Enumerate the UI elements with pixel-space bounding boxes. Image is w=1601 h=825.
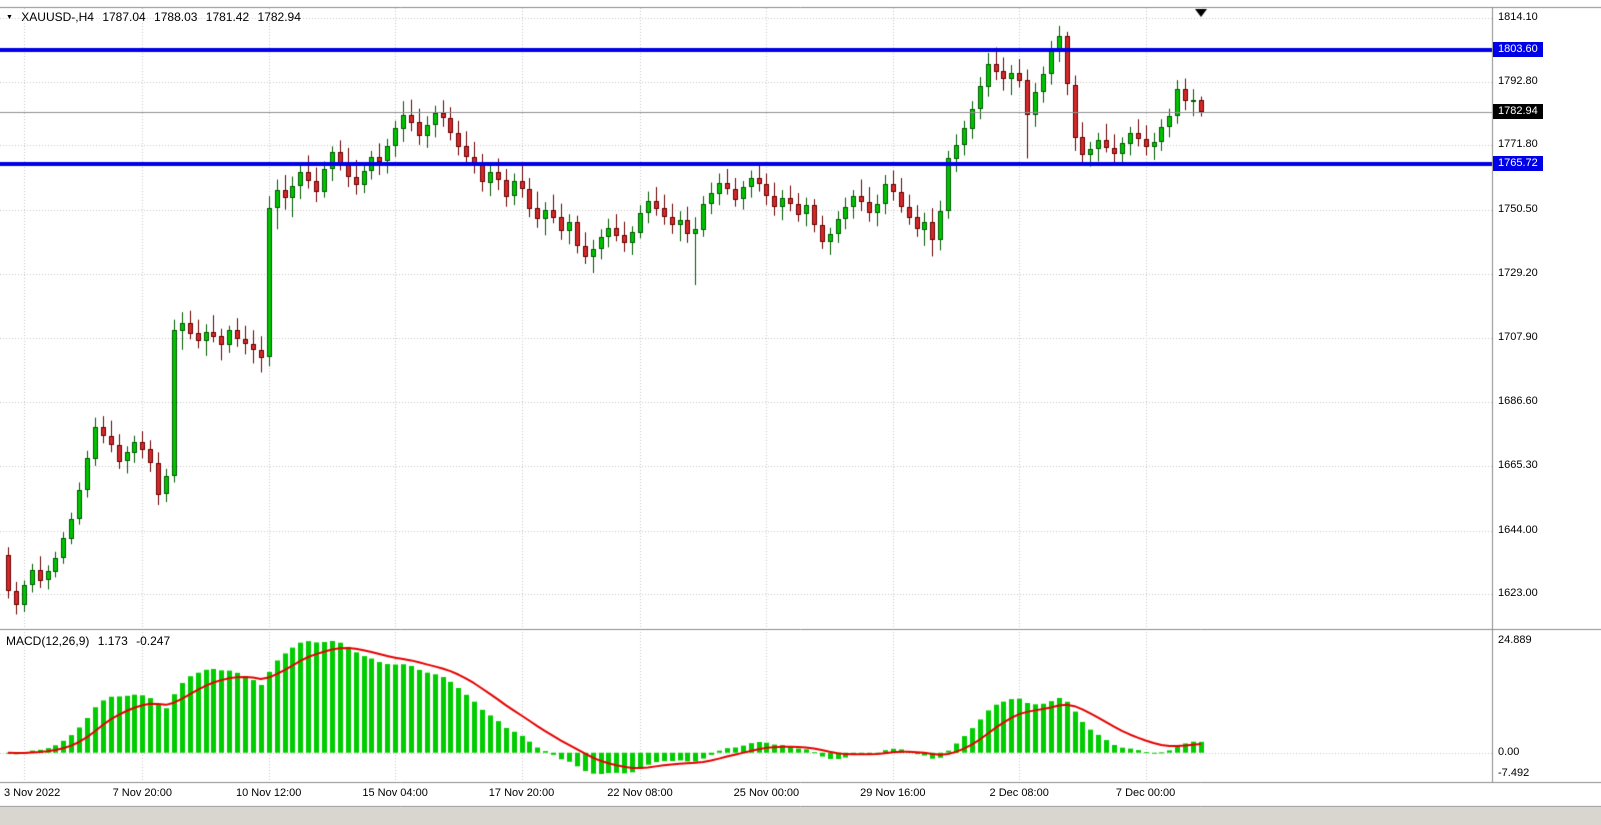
time-tick-label: 17 Nov 20:00 — [488, 787, 555, 799]
time-tick-label: 7 Dec 00:00 — [1115, 787, 1176, 799]
window-bottom-strip — [0, 807, 1601, 825]
time-tick-label: 15 Nov 04:00 — [362, 787, 428, 799]
macd-main-value: 1.173 — [97, 634, 128, 648]
bar-open-value: 1787.04 — [102, 10, 146, 24]
price-tick-label: 1771.80 — [1498, 138, 1538, 151]
macd-tick-label: -7.492 — [1498, 767, 1530, 779]
chart-header: ▼ XAUUSD-,H4 1787.04 1788.03 1781.42 178… — [6, 10, 306, 24]
price-axis[interactable]: 1814.10 1792.80 1771.80 1750.50 1729.20 1707.… — [1493, 0, 1600, 630]
bar-high-value: 1788.03 — [154, 10, 198, 24]
time-tick-label: 7 Nov 20:00 — [112, 787, 172, 799]
price-tick-label: 1750.50 — [1498, 202, 1538, 215]
macd-axis[interactable]: 24.889 0.00 -7.492 — [1493, 630, 1600, 785]
price-tick-label: 1729.20 — [1498, 266, 1538, 279]
time-tick-label: 2 Dec 08:00 — [989, 787, 1049, 799]
macd-tick-label: 24.889 — [1498, 634, 1532, 646]
price-tick-label: 1623.00 — [1498, 586, 1538, 599]
price-tick-label: 1665.30 — [1498, 459, 1538, 472]
hline-price-tag[interactable]: 1765.72 — [1493, 155, 1543, 171]
macd-tick-label: 0.00 — [1498, 745, 1520, 758]
hline-price-tag[interactable]: 1803.60 — [1493, 41, 1543, 57]
time-tick-label: 25 Nov 00:00 — [733, 787, 800, 799]
symbol-timeframe-label: XAUUSD-,H4 — [21, 10, 94, 24]
time-axis[interactable]: 3 Nov 2022 7 Nov 20:00 10 Nov 12:00 15 Nov … — [0, 783, 1492, 807]
time-tick-label: 10 Nov 12:00 — [235, 787, 302, 799]
bar-low-value: 1781.42 — [205, 10, 250, 24]
price-tick-label: 1814.10 — [1498, 11, 1538, 23]
time-tick-label: 22 Nov 08:00 — [607, 787, 673, 799]
macd-indicator-header: MACD(12,26,9) 1.173 -0.247 — [6, 634, 175, 648]
price-tick-label: 1792.80 — [1498, 75, 1538, 88]
macd-signal-value: -0.247 — [136, 634, 171, 648]
price-tick-label: 1707.90 — [1498, 331, 1538, 344]
bar-close-value: 1782.94 — [257, 10, 301, 24]
symbol-marker-icon: ▼ — [6, 14, 13, 21]
time-tick-label: 3 Nov 2022 — [4, 787, 61, 799]
time-tick-label: 29 Nov 16:00 — [860, 787, 926, 799]
macd-indicator-name: MACD(12,26,9) — [6, 634, 90, 648]
price-tick-label: 1686.60 — [1498, 395, 1538, 408]
bid-price-tag: 1782.94 — [1493, 103, 1543, 119]
price-tick-label: 1644.00 — [1498, 523, 1538, 536]
